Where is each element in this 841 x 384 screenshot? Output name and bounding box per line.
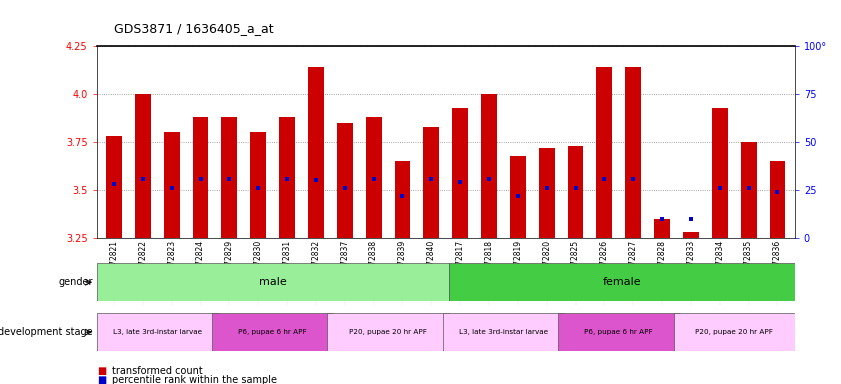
Text: GSM572823: GSM572823 bbox=[167, 240, 177, 286]
Text: GSM572825: GSM572825 bbox=[571, 240, 580, 286]
Bar bbox=[394, 161, 410, 238]
Text: GSM572835: GSM572835 bbox=[744, 240, 753, 286]
Bar bbox=[674, 313, 795, 351]
Bar bbox=[568, 146, 584, 238]
Bar bbox=[443, 313, 564, 351]
Text: GSM572830: GSM572830 bbox=[254, 240, 262, 286]
Bar bbox=[596, 67, 612, 238]
Bar bbox=[106, 136, 122, 238]
Text: GSM572828: GSM572828 bbox=[658, 240, 667, 286]
Text: GSM572840: GSM572840 bbox=[427, 240, 436, 286]
Bar bbox=[683, 232, 699, 238]
Text: female: female bbox=[602, 277, 641, 287]
Bar bbox=[212, 313, 333, 351]
Text: ■: ■ bbox=[97, 366, 106, 376]
Text: P6, pupae 6 hr APF: P6, pupae 6 hr APF bbox=[584, 329, 653, 335]
Bar bbox=[279, 117, 295, 238]
Bar bbox=[654, 219, 670, 238]
Text: percentile rank within the sample: percentile rank within the sample bbox=[112, 375, 277, 384]
Text: GSM572818: GSM572818 bbox=[484, 240, 494, 286]
Bar bbox=[741, 142, 757, 238]
Text: ■: ■ bbox=[97, 375, 106, 384]
Bar bbox=[97, 313, 218, 351]
Bar bbox=[193, 117, 209, 238]
Bar bbox=[164, 132, 180, 238]
Bar bbox=[448, 263, 795, 301]
Bar bbox=[308, 67, 324, 238]
Text: GSM572833: GSM572833 bbox=[686, 240, 696, 286]
Text: development stage: development stage bbox=[0, 327, 93, 337]
Text: GSM572827: GSM572827 bbox=[629, 240, 637, 286]
Bar bbox=[481, 94, 497, 238]
Text: L3, late 3rd-instar larvae: L3, late 3rd-instar larvae bbox=[459, 329, 548, 335]
Text: GSM572819: GSM572819 bbox=[513, 240, 522, 286]
Bar bbox=[423, 127, 439, 238]
Bar bbox=[558, 313, 680, 351]
Text: GSM572829: GSM572829 bbox=[225, 240, 234, 286]
Text: GSM572832: GSM572832 bbox=[311, 240, 320, 286]
Bar bbox=[327, 313, 448, 351]
Bar bbox=[626, 67, 641, 238]
Text: transformed count: transformed count bbox=[112, 366, 203, 376]
Text: L3, late 3rd-instar larvae: L3, late 3rd-instar larvae bbox=[113, 329, 202, 335]
Text: P20, pupae 20 hr APF: P20, pupae 20 hr APF bbox=[349, 329, 427, 335]
Text: GSM572824: GSM572824 bbox=[196, 240, 205, 286]
Bar bbox=[221, 117, 237, 238]
Bar bbox=[452, 108, 468, 238]
Text: GSM572821: GSM572821 bbox=[109, 240, 119, 286]
Bar bbox=[97, 263, 448, 301]
Text: GSM572837: GSM572837 bbox=[341, 240, 349, 286]
Text: gender: gender bbox=[58, 277, 93, 287]
Bar bbox=[251, 132, 266, 238]
Bar bbox=[711, 108, 727, 238]
Text: GSM572831: GSM572831 bbox=[283, 240, 292, 286]
Bar bbox=[337, 123, 352, 238]
Text: GSM572817: GSM572817 bbox=[456, 240, 464, 286]
Text: GSM572834: GSM572834 bbox=[715, 240, 724, 286]
Text: P6, pupae 6 hr APF: P6, pupae 6 hr APF bbox=[238, 329, 307, 335]
Bar bbox=[366, 117, 382, 238]
Text: GSM572826: GSM572826 bbox=[600, 240, 609, 286]
Text: GSM572820: GSM572820 bbox=[542, 240, 551, 286]
Bar bbox=[539, 148, 554, 238]
Text: GSM572836: GSM572836 bbox=[773, 240, 782, 286]
Text: GSM572822: GSM572822 bbox=[139, 240, 147, 286]
Text: GSM572838: GSM572838 bbox=[369, 240, 378, 286]
Bar bbox=[510, 156, 526, 238]
Text: male: male bbox=[259, 277, 287, 287]
Bar bbox=[135, 94, 151, 238]
Text: GDS3871 / 1636405_a_at: GDS3871 / 1636405_a_at bbox=[114, 22, 273, 35]
Bar bbox=[770, 161, 785, 238]
Text: GSM572839: GSM572839 bbox=[398, 240, 407, 286]
Text: P20, pupae 20 hr APF: P20, pupae 20 hr APF bbox=[696, 329, 773, 335]
